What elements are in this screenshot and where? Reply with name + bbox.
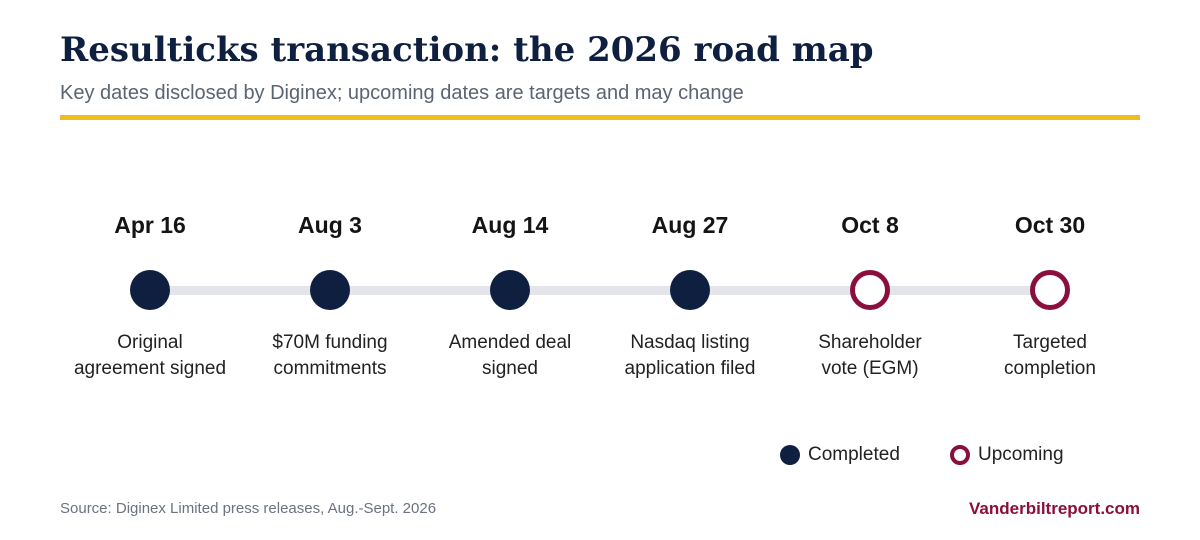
milestone-marker [490, 270, 530, 310]
milestone-line-2: signed [482, 358, 538, 379]
legend-completed-label: Completed [808, 444, 900, 465]
milestone-description: Shareholder vote (EGM) [770, 330, 970, 382]
milestone-marker [850, 270, 890, 310]
milestone-line-2: agreement signed [73, 358, 227, 379]
milestone-line-2: vote (EGM) [821, 358, 919, 379]
milestone-line-1: Original [117, 332, 183, 353]
milestone-date: Apr 16 [114, 212, 186, 238]
milestone-line-1: Amended deal [448, 332, 572, 353]
legend-upcoming-label: Upcoming [978, 444, 1064, 465]
milestone-line-1: $70M funding [272, 332, 388, 353]
milestone-date: Aug 14 [471, 212, 549, 238]
milestone-description: $70M funding commitments [230, 330, 430, 382]
milestone-line-2: commitments [273, 358, 387, 379]
milestone-3: Aug 27 Nasdaq listing application filed [590, 0, 790, 400]
milestone-0: Apr 16 Original agreement signed [50, 0, 250, 400]
brand-link[interactable]: Vanderbiltreport.com [969, 499, 1140, 518]
accent-rule [60, 115, 1140, 120]
milestone-4: Oct 8 Shareholder vote (EGM) [770, 0, 970, 400]
completed-dot-icon [780, 445, 800, 465]
milestone-description: Nasdaq listing application filed [590, 330, 790, 382]
milestone-1: Aug 3 $70M funding commitments [230, 0, 430, 400]
milestone-line-2: completion [1004, 358, 1096, 379]
page-subtitle: Key dates disclosed by Diginex; upcoming… [60, 82, 744, 104]
milestone-date: Oct 8 [841, 212, 899, 238]
milestone-marker [130, 270, 170, 310]
milestone-description: Amended deal signed [410, 330, 610, 382]
source-note: Source: Diginex Limited press releases, … [60, 500, 437, 517]
milestone-marker [670, 270, 710, 310]
milestone-date: Aug 27 [651, 212, 729, 238]
page-title: Resulticks transaction: the 2026 road ma… [60, 30, 874, 70]
milestone-description: Targeted completion [950, 330, 1150, 382]
milestone-5: Oct 30 Targeted completion [950, 0, 1150, 400]
milestone-marker [310, 270, 350, 310]
upcoming-ring-icon [950, 445, 970, 465]
milestone-date: Oct 30 [1014, 212, 1086, 238]
milestone-line-1: Nasdaq listing [630, 332, 750, 353]
milestone-2: Aug 14 Amended deal signed [410, 0, 610, 400]
milestone-description: Original agreement signed [50, 330, 250, 382]
milestone-line-2: application filed [624, 358, 756, 379]
milestone-line-1: Shareholder [818, 332, 922, 353]
milestone-marker [1030, 270, 1070, 310]
milestone-line-1: Targeted [1013, 332, 1087, 353]
timeline-track [150, 286, 1050, 295]
milestone-date: Aug 3 [298, 212, 362, 238]
